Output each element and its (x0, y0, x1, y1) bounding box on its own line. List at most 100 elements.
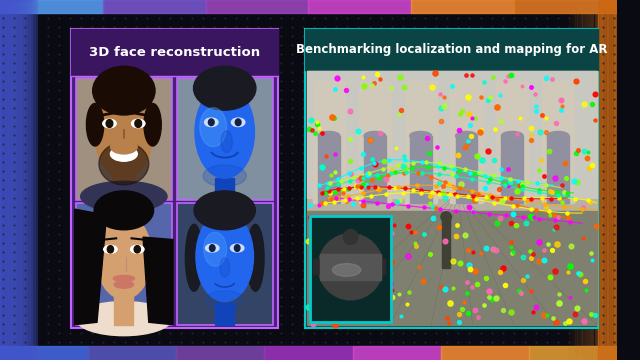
Text: 3D face reconstruction: 3D face reconstruction (89, 46, 260, 59)
Bar (314, 259, 323, 274)
Ellipse shape (456, 131, 477, 140)
Bar (375, 259, 385, 274)
Ellipse shape (144, 103, 161, 146)
Bar (595, 0, 596, 360)
Bar (0, 0, 22, 360)
Bar (501, 136, 523, 203)
Ellipse shape (441, 212, 451, 222)
Bar (103, 0, 205, 13)
Bar (305, 29, 598, 328)
Ellipse shape (205, 244, 219, 252)
Ellipse shape (95, 91, 152, 178)
Bar (542, 81, 574, 203)
Ellipse shape (318, 234, 383, 300)
Bar (177, 78, 273, 200)
Text: Benchmarking localization and mapping for AR: Benchmarking localization and mapping fo… (296, 43, 607, 56)
Bar (359, 81, 391, 203)
Ellipse shape (86, 103, 104, 146)
Ellipse shape (410, 131, 431, 140)
Bar (307, 211, 596, 325)
Ellipse shape (196, 212, 253, 302)
Ellipse shape (115, 281, 134, 288)
Bar (0, 0, 17, 360)
Bar (215, 303, 234, 325)
Ellipse shape (234, 245, 240, 251)
Ellipse shape (200, 108, 227, 147)
Bar (71, 29, 278, 328)
Bar (318, 136, 340, 203)
Ellipse shape (103, 119, 116, 128)
Bar (0, 0, 25, 360)
Ellipse shape (111, 147, 137, 161)
Bar (113, 174, 136, 200)
Ellipse shape (230, 244, 244, 252)
Bar (264, 346, 353, 360)
Bar (307, 71, 596, 198)
Ellipse shape (113, 275, 134, 282)
Ellipse shape (93, 66, 155, 115)
Ellipse shape (135, 120, 141, 127)
Ellipse shape (131, 245, 144, 253)
Ellipse shape (134, 246, 140, 253)
Bar (573, 0, 575, 360)
Bar (0, 0, 15, 360)
Bar (177, 203, 273, 325)
Bar (71, 29, 278, 76)
Ellipse shape (318, 131, 340, 140)
Bar (0, 0, 5, 360)
Bar (115, 296, 134, 325)
Bar (547, 136, 569, 203)
Ellipse shape (132, 119, 145, 128)
Ellipse shape (111, 140, 137, 153)
Ellipse shape (247, 224, 264, 291)
Ellipse shape (204, 232, 227, 266)
Bar (404, 81, 436, 203)
Bar (176, 346, 264, 360)
Bar (568, 0, 570, 360)
Bar (0, 346, 88, 360)
Bar (496, 81, 528, 203)
Bar (0, 0, 8, 360)
Bar (313, 81, 345, 203)
Bar (0, 0, 20, 360)
Bar (0, 0, 32, 360)
Ellipse shape (94, 191, 154, 230)
Ellipse shape (108, 246, 113, 253)
Bar (590, 0, 591, 360)
Bar (0, 0, 3, 360)
Bar (0, 0, 35, 360)
Bar (597, 0, 598, 360)
Ellipse shape (220, 258, 230, 277)
Bar (310, 216, 391, 322)
Bar (582, 0, 584, 360)
Bar (88, 346, 176, 360)
Bar (585, 0, 586, 360)
Bar (305, 29, 598, 70)
Bar (308, 0, 412, 13)
Ellipse shape (96, 214, 152, 299)
Ellipse shape (193, 66, 256, 110)
Ellipse shape (232, 118, 245, 127)
Bar (320, 254, 381, 280)
Bar (76, 203, 172, 325)
Ellipse shape (332, 264, 361, 276)
Bar (364, 136, 386, 203)
Ellipse shape (195, 86, 255, 178)
Ellipse shape (343, 229, 358, 244)
Ellipse shape (106, 120, 113, 127)
Polygon shape (75, 209, 107, 325)
Bar (441, 346, 529, 360)
Ellipse shape (194, 191, 255, 230)
Bar (577, 0, 579, 360)
Bar (602, 0, 603, 360)
Bar (588, 0, 589, 360)
Ellipse shape (364, 131, 386, 140)
Ellipse shape (203, 165, 246, 187)
Bar (456, 136, 477, 203)
Bar (412, 0, 514, 13)
Ellipse shape (205, 291, 244, 310)
Bar (0, 0, 12, 360)
Ellipse shape (209, 119, 214, 126)
Bar (0, 0, 10, 360)
Bar (598, 0, 617, 360)
